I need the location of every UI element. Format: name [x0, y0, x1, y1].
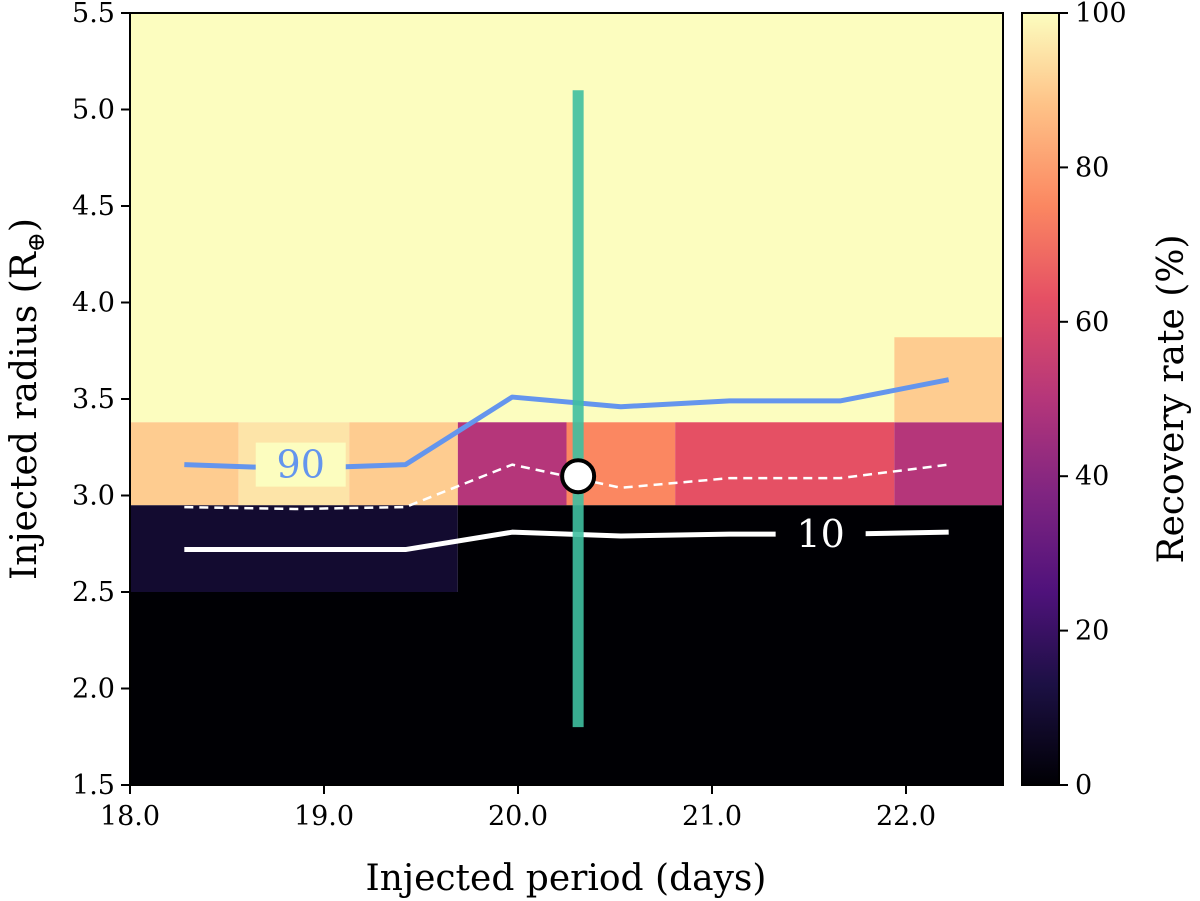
- y-tick-label: 2.5: [72, 577, 115, 608]
- x-tick-label: 19.0: [294, 801, 354, 832]
- contour-label-gap: [775, 512, 866, 557]
- heatmap-cell: [894, 337, 1003, 423]
- x-tick-label: 22.0: [876, 801, 936, 832]
- heatmap-cell: [894, 422, 1003, 506]
- colorbar-label: Recovery rate (%): [1151, 234, 1192, 563]
- colorbar-tick-label: 100: [1075, 0, 1127, 29]
- colorbar: [1021, 12, 1060, 786]
- y-tick-label: 2.0: [72, 674, 115, 705]
- y-tick-label: 4.0: [72, 288, 115, 319]
- y-tick-label: 4.5: [72, 191, 115, 222]
- colorbar-tick-label: 80: [1075, 152, 1109, 183]
- colorbar-ticks: 0 20 40 60 80 100: [1059, 0, 1127, 801]
- colorbar-tick-label: 20: [1075, 616, 1109, 647]
- x-axis-label: Injected period (days): [366, 858, 767, 899]
- heatmap-cell: [130, 592, 1003, 785]
- heatmap-cell: [457, 505, 1003, 592]
- y-tick-label: 1.5: [72, 770, 115, 801]
- y-axis-ticks: 1.5 2.0 2.5 3.0 3.5 4.0 4.5 5.0 5.5: [72, 0, 130, 801]
- contour-label-10: 10: [796, 512, 844, 556]
- x-tick-label: 21.0: [682, 801, 742, 832]
- measurement-overlay: [560, 90, 597, 728]
- y-tick-label: 5.0: [72, 95, 115, 126]
- y-tick-label: 3.5: [72, 384, 115, 415]
- heatmap-cell: [675, 422, 895, 506]
- y-tick-label: 3.0: [72, 481, 115, 512]
- planet-marker: [560, 458, 597, 495]
- colorbar-tick-label: 60: [1075, 307, 1109, 338]
- x-axis-ticks: 18.0 19.0 20.0 21.0 22.0: [100, 785, 936, 832]
- y-axis-label: Injected radius (R⊕): [4, 218, 50, 580]
- y-tick-label: 5.5: [72, 0, 115, 29]
- x-tick-label: 20.0: [488, 801, 548, 832]
- x-tick-label: 18.0: [100, 801, 160, 832]
- contour-label-90: 90: [277, 443, 325, 487]
- colorbar-tick-label: 40: [1075, 461, 1109, 492]
- colorbar-tick-label: 0: [1075, 770, 1092, 801]
- contour-lines: 90 10: [184, 377, 950, 557]
- contour-label-gap: [255, 442, 346, 487]
- heatmap-cells: [130, 13, 1003, 785]
- heatmap-cell: [130, 13, 1003, 423]
